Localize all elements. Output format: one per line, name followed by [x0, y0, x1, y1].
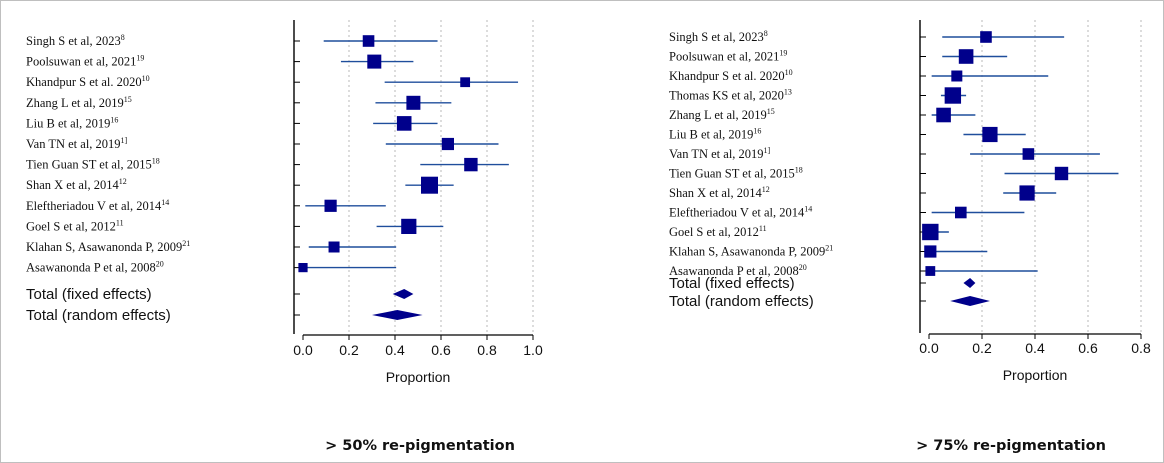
- chart2-study-label: Tien Guan ST et al, 201518: [669, 166, 803, 181]
- chart1-pooled-diamond: [392, 289, 414, 299]
- chart2-study-label: Van TN et al, 20191]: [669, 146, 771, 161]
- chart2-point-estimate: [1022, 148, 1035, 160]
- chart2-point-estimate: [922, 223, 939, 241]
- chart2-x-axis-label: Proportion: [1003, 367, 1068, 383]
- chart1-study-label: Klahan S, Asawanonda P, 200921: [26, 239, 190, 254]
- chart2-study-label: Thomas KS et al, 202013: [669, 88, 792, 103]
- chart1-point-estimate: [460, 77, 471, 88]
- chart2-tick-label: 0.8: [1131, 340, 1151, 356]
- chart2-study-label: Zhang L et al, 201915: [669, 107, 775, 122]
- chart1-point-estimate: [464, 157, 478, 172]
- chart2-tick-label: 0.2: [972, 340, 992, 356]
- chart1-tick-label: 0.6: [431, 342, 451, 358]
- chart1-tick-label: 0.8: [477, 342, 497, 358]
- chart1-point-estimate: [396, 116, 412, 131]
- chart1-point-estimate: [324, 199, 337, 212]
- chart2-point-estimate: [925, 266, 936, 276]
- chart2-total-label: Total (fixed effects): [669, 275, 795, 292]
- chart1-study-label: Liu B et al, 201916: [26, 115, 118, 130]
- chart2-study-label: Poolsuwan et al, 202119: [669, 49, 787, 64]
- chart1-study-label: Eleftheriadou V et al, 201414: [26, 198, 169, 213]
- chart1-tick-label: 0.4: [385, 342, 405, 358]
- chart1-point-estimate: [362, 35, 375, 47]
- chart1-study-label: Shan X et al, 201412: [26, 177, 127, 192]
- chart2-point-estimate: [951, 70, 963, 82]
- chart2-study-label: Asawanonda P et al, 200820: [669, 263, 807, 278]
- chart1-point-estimate: [421, 176, 438, 194]
- chart2-point-estimate: [1019, 185, 1035, 201]
- chart1-x-axis-label: Proportion: [386, 369, 451, 385]
- chart2-study-label: Shan X et al, 201412: [669, 185, 770, 200]
- chart2-point-estimate: [980, 31, 992, 43]
- chart1-study-label: Tien Guan ST et al, 201518: [26, 157, 160, 172]
- chart2-study-label: Goel S et al, 201211: [669, 224, 767, 239]
- chart2-pooled-diamond: [950, 296, 990, 306]
- chart1-study-label: Singh S et al, 20238: [26, 33, 125, 48]
- chart1-point-estimate: [367, 54, 382, 69]
- chart1-point-estimate: [298, 263, 308, 273]
- chart2-point-estimate: [1054, 166, 1069, 181]
- chart2-total-label: Total (random effects): [669, 293, 814, 310]
- chart2-point-estimate: [936, 107, 951, 123]
- chart1-tick-label: 0.2: [339, 342, 359, 358]
- chart2-pooled-diamond: [963, 278, 976, 288]
- chart1-study-label: Khandpur S et al. 202010: [26, 74, 150, 89]
- chart2-study-label: Klahan S, Asawanonda P, 200921: [669, 244, 833, 259]
- chart2-point-estimate: [924, 245, 937, 258]
- chart2-tick-label: 0.4: [1025, 340, 1045, 356]
- chart2-study-label: Eleftheriadou V et al, 201414: [669, 205, 812, 220]
- chart1-study-label: Zhang L et al, 201915: [26, 95, 132, 110]
- chart2-point-estimate: [982, 126, 998, 143]
- chart1-point-estimate: [406, 95, 421, 110]
- chart1-study-label: Van TN et al, 20191]: [26, 136, 128, 151]
- chart2-study-label: Khandpur S et al. 202010: [669, 68, 793, 83]
- chart1-point-estimate: [328, 241, 340, 253]
- chart2-study-label: Singh S et al, 20238: [669, 29, 768, 44]
- chart2-tick-label: 0.0: [919, 340, 939, 356]
- chart1-tick-label: 1.0: [523, 342, 543, 358]
- chart1-study-label: Poolsuwan et al, 202119: [26, 54, 144, 69]
- chart2-study-label: Liu B et al, 201916: [669, 127, 761, 142]
- chart1-total-label: Total (random effects): [26, 307, 171, 324]
- chart1-study-label: Goel S et al, 201211: [26, 218, 124, 233]
- chart1-study-label: Asawanonda P et al, 200820: [26, 260, 164, 275]
- chart1-point-estimate: [401, 218, 417, 234]
- caption-left: > 50% re-pigmentation: [325, 438, 515, 454]
- chart1-tick-label: 0.0: [293, 342, 313, 358]
- chart1-pooled-diamond: [372, 310, 423, 320]
- chart2-tick-label: 0.6: [1078, 340, 1098, 356]
- chart2-point-estimate: [955, 206, 967, 219]
- caption-right: > 75% re-pigmentation: [916, 438, 1106, 454]
- chart2-point-estimate: [944, 87, 962, 104]
- chart2-point-estimate: [958, 49, 974, 64]
- chart1-total-label: Total (fixed effects): [26, 286, 152, 303]
- chart1-point-estimate: [441, 137, 454, 151]
